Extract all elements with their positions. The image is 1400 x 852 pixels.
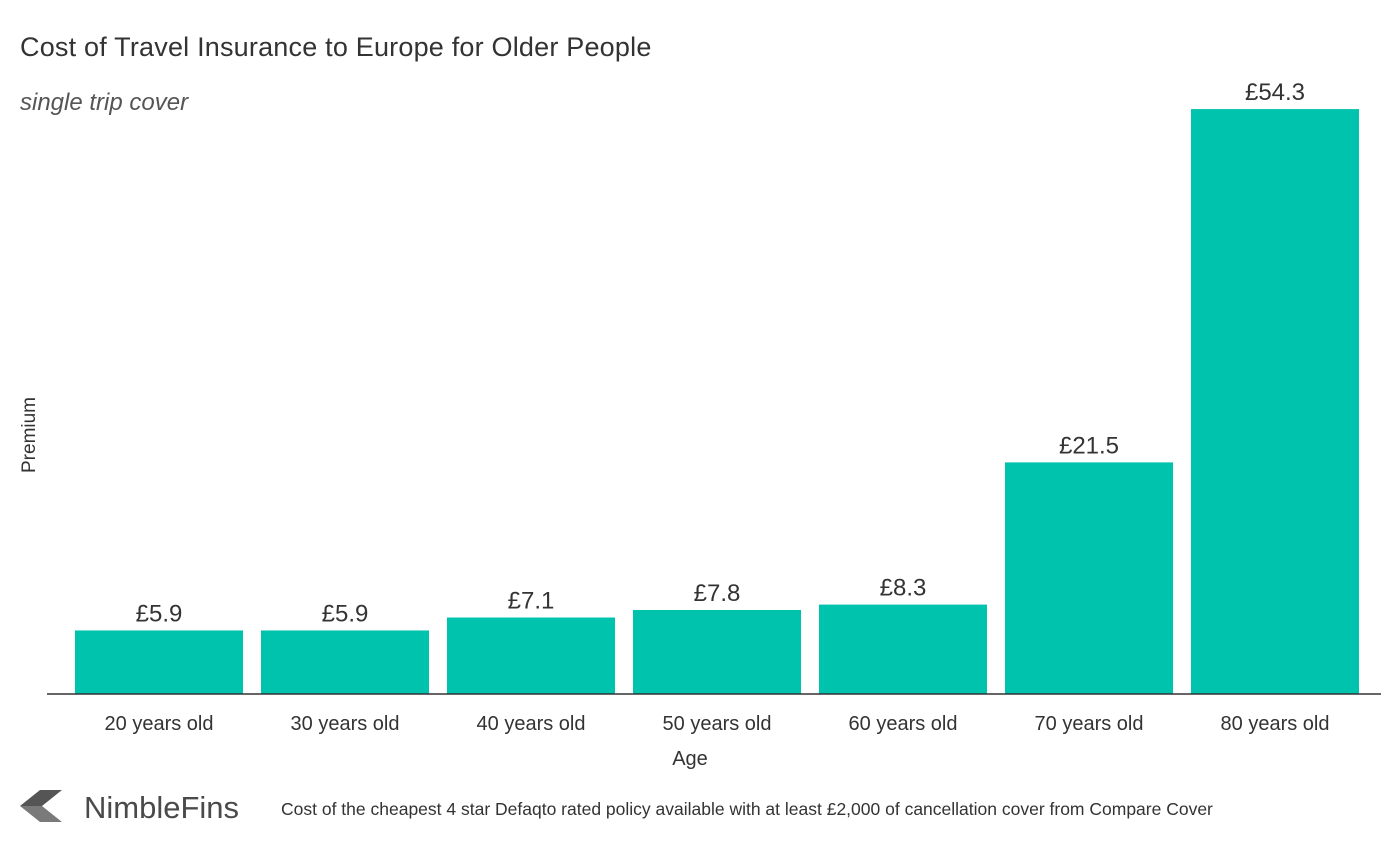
bar-3 [447,617,615,694]
x-tick-label-5: 60 years old [849,713,958,735]
footer: NimbleFins Cost of the cheapest 4 star D… [0,780,1400,840]
brand-name: NimbleFins [84,790,240,825]
bar-6 [1005,462,1173,694]
tick-labels-group: 20 years old 30 years old 40 years old 50 y… [105,713,1330,735]
x-tick-label-3: 40 years old [477,713,586,735]
bar-1 [75,630,243,694]
chart-title: Cost of Travel Insurance to Europe for O… [20,32,652,62]
x-tick-label-1: 20 years old [105,713,214,735]
y-axis-label: Premium [19,397,40,473]
bar-value-label-7: £54.3 [1245,79,1305,106]
bar-value-label-5: £8.3 [880,575,927,602]
bar-4 [633,609,801,694]
bar-value-label-1: £5.9 [136,600,183,627]
x-axis-label: Age [672,748,708,770]
source-note: Cost of the cheapest 4 star Defaqto rate… [281,799,1213,819]
x-tick-label-7: 80 years old [1221,713,1330,735]
bar-value-label-2: £5.9 [322,600,369,627]
bar-value-label-3: £7.1 [508,588,555,615]
bar-5 [819,604,987,694]
chart-subtitle: single trip cover [20,89,189,116]
bar-value-label-4: £7.8 [694,580,741,607]
x-tick-label-4: 50 years old [663,713,772,735]
bar-7 [1191,109,1359,694]
bar-2 [261,630,429,694]
x-tick-label-6: 70 years old [1035,713,1144,735]
bar-value-label-6: £21.5 [1059,432,1119,459]
value-labels-group: £5.9 £5.9 £7.1 £7.8 £8.3 £21.5 £54.3 [136,79,1305,627]
x-tick-label-2: 30 years old [291,713,400,735]
bars-group [75,109,1359,694]
nimblefins-chevron-logo-icon [20,790,62,822]
bar-chart: £5.9 £5.9 £7.1 £7.8 £8.3 £21.5 £54.3 20 years … [19,79,1381,770]
